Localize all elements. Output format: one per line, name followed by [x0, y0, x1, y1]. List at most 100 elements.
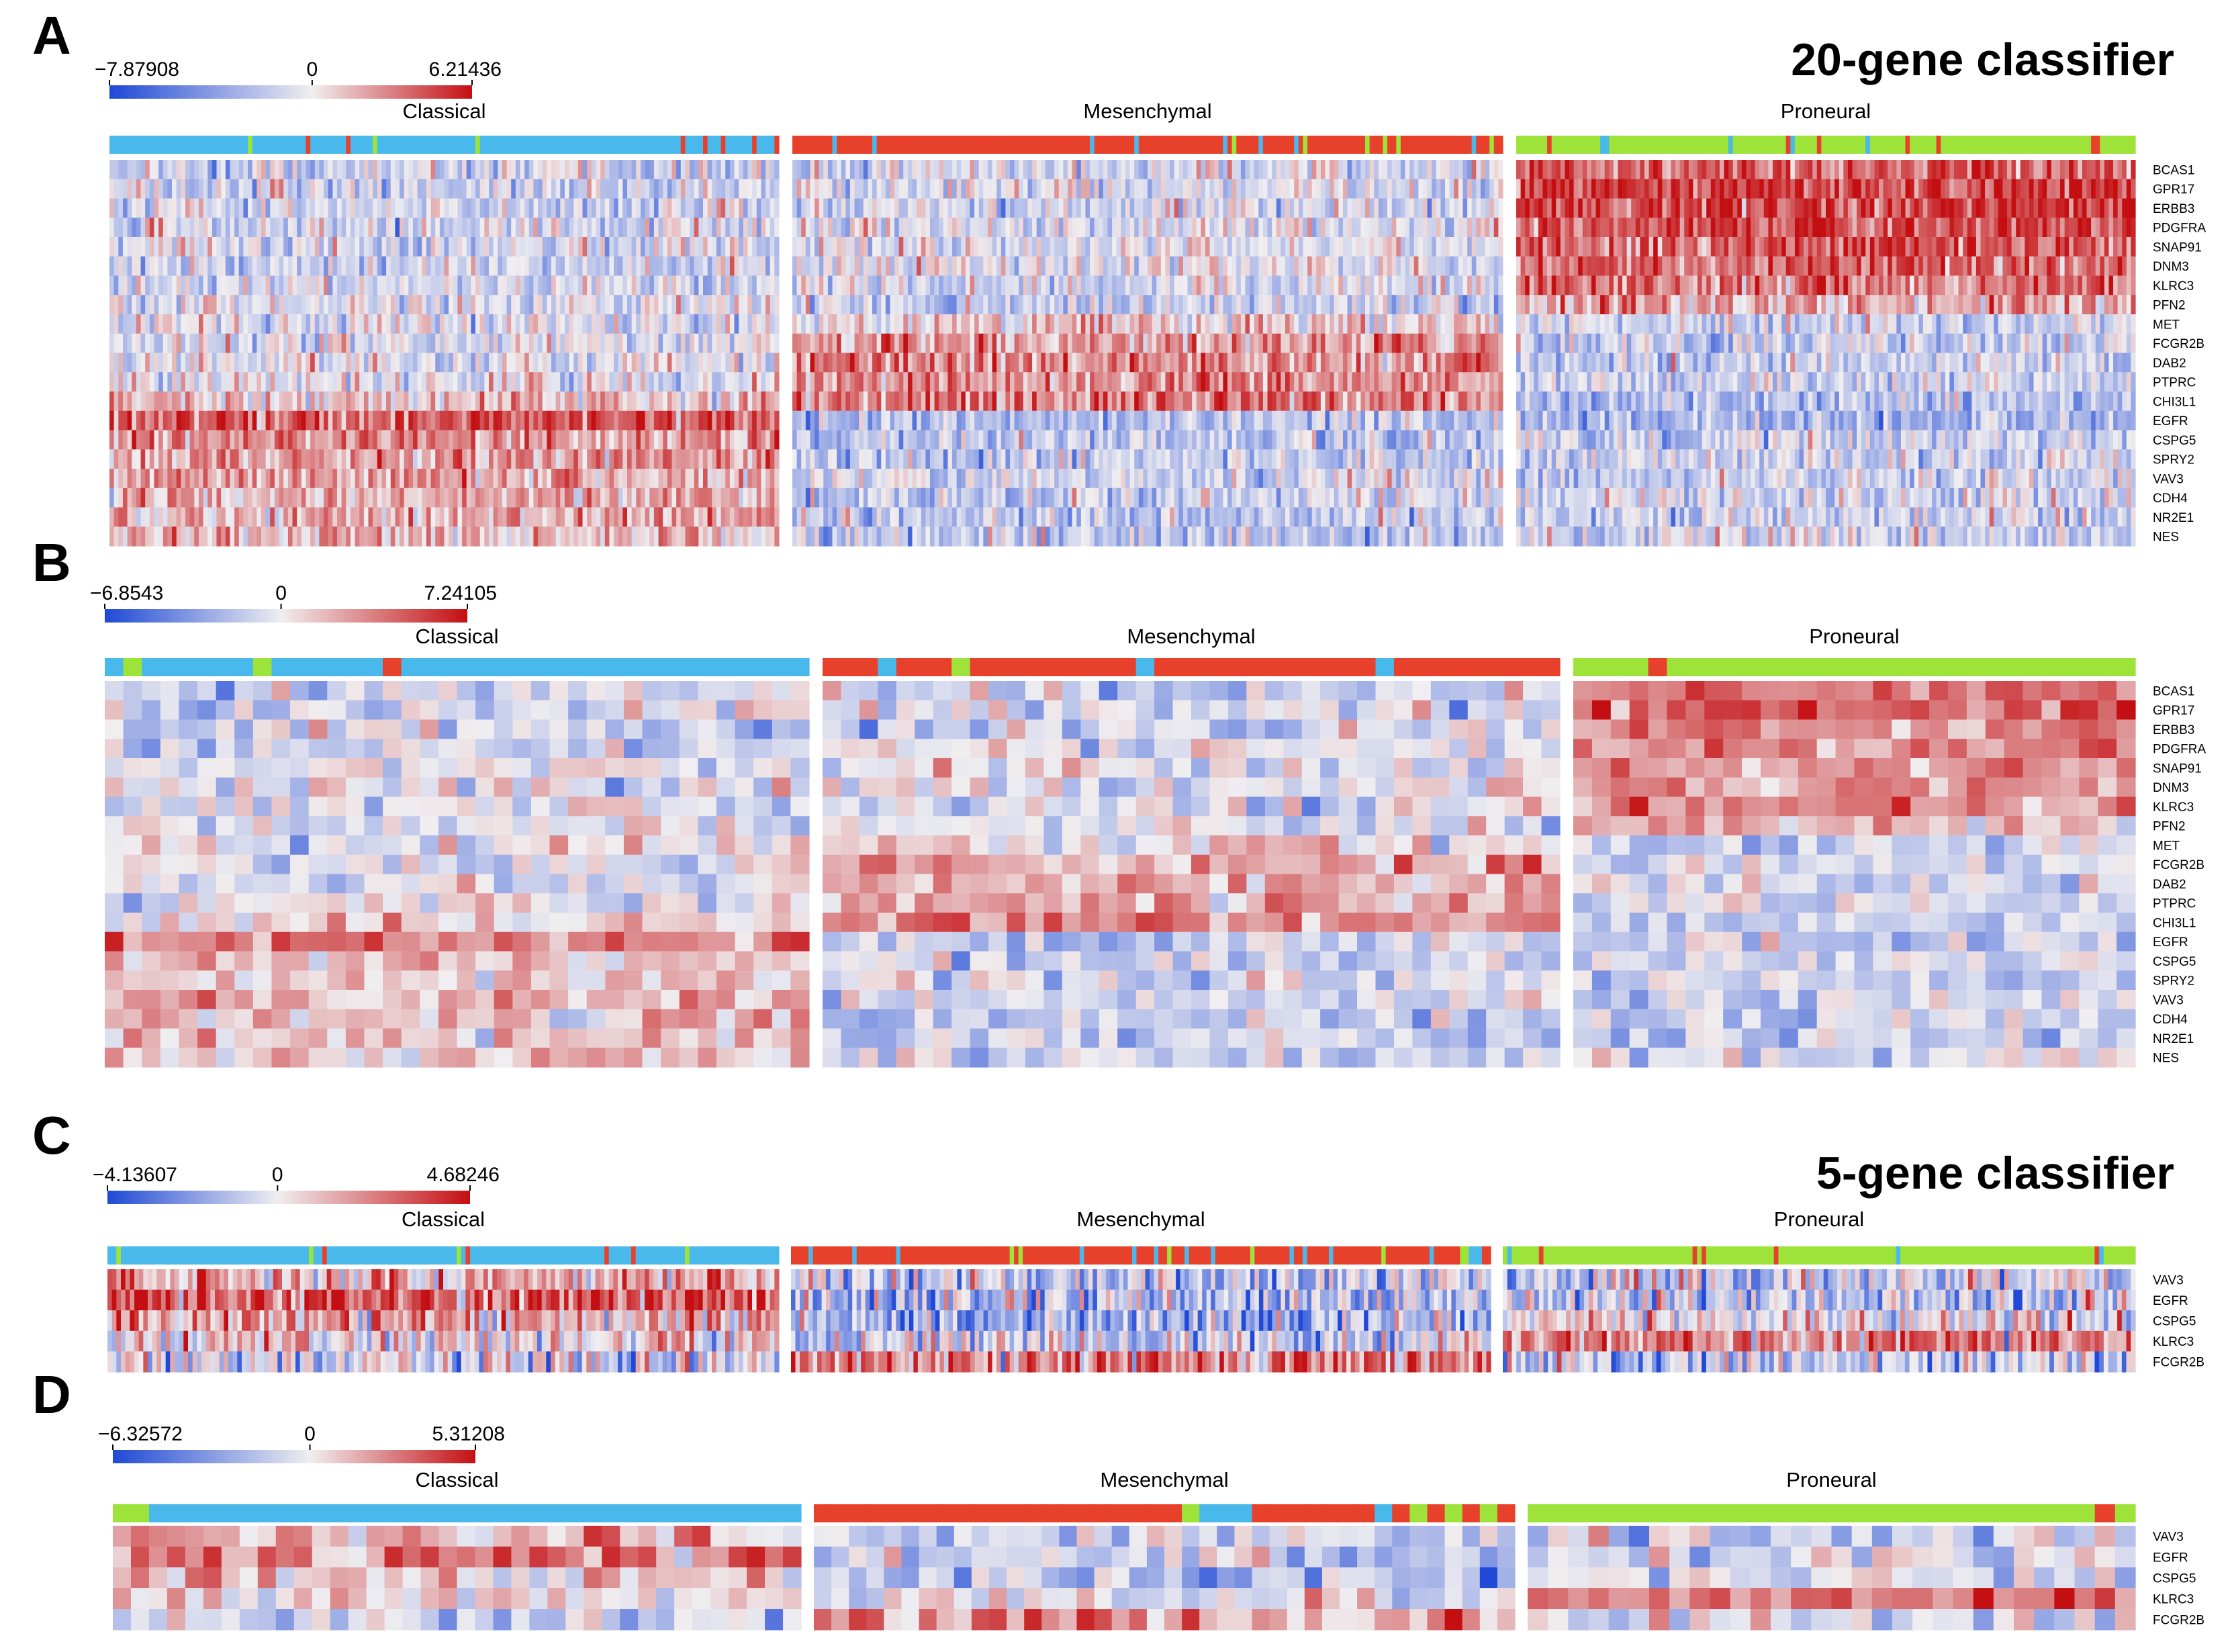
heatmap-cell [444, 353, 449, 373]
heatmap-cell [136, 410, 142, 431]
heatmap-cell [703, 179, 708, 199]
heatmap-cell [538, 353, 543, 373]
heatmap-cell [952, 295, 958, 315]
heatmap-cell [194, 430, 199, 450]
heatmap-cell [306, 392, 311, 412]
heatmap-cell [132, 353, 137, 373]
heatmap-cell [978, 256, 984, 277]
heatmap-cell [132, 237, 137, 257]
heatmap-cell [332, 392, 338, 412]
heatmap-cell [328, 526, 333, 547]
heatmap-cell [845, 295, 851, 315]
heatmap-cell [832, 314, 837, 334]
heatmap-cell [243, 218, 248, 238]
heatmap-cell [341, 160, 346, 180]
heatmap-cell [520, 430, 525, 450]
heatmap-cell [890, 237, 895, 257]
heatmap-cell [1383, 237, 1388, 257]
heatmap-cell [956, 314, 962, 334]
heatmap-cell [158, 333, 164, 354]
heatmap-cell [1383, 179, 1388, 199]
heatmap-cell [475, 295, 481, 315]
heatmap-cell [551, 314, 557, 334]
heatmap-cell [390, 198, 396, 218]
heatmap-cell [252, 488, 257, 508]
heatmap-cell [221, 333, 226, 354]
heatmap-cell [355, 333, 360, 354]
heatmap-cell [292, 430, 297, 450]
heatmap-cell [1311, 333, 1317, 354]
heatmap-cell [328, 237, 333, 257]
heatmap-cell [238, 449, 244, 469]
annotation-cell [1001, 136, 1006, 154]
heatmap-cell [663, 198, 668, 218]
heatmap-cell [404, 449, 409, 469]
heatmap-cell [739, 275, 744, 295]
annotation-cell [716, 136, 722, 154]
heatmap-cell [600, 526, 606, 547]
heatmap-cell [1311, 179, 1317, 199]
heatmap-cell [720, 198, 726, 218]
heatmap-cell [542, 392, 547, 412]
heatmap-cell [1285, 256, 1291, 277]
heatmap-cell [158, 526, 164, 547]
heatmap-cell [1467, 179, 1473, 199]
heatmap-cell [903, 218, 909, 238]
heatmap-cell [1187, 275, 1193, 295]
annotation-cell [243, 136, 248, 154]
heatmap-cell [140, 237, 146, 257]
heatmap-cell [1201, 314, 1206, 334]
heatmap-cell [430, 430, 436, 450]
heatmap-cell [676, 430, 682, 450]
heatmap-cell [992, 295, 997, 315]
heatmap-cell [368, 372, 373, 392]
heatmap-cell [1103, 179, 1109, 199]
heatmap-cell [189, 218, 195, 238]
heatmap-cell [207, 392, 213, 412]
heatmap-cell [614, 410, 619, 431]
heatmap-cell [368, 314, 373, 334]
heatmap-cell [569, 488, 574, 508]
annotation-cell [925, 136, 931, 154]
heatmap-cell [189, 430, 195, 450]
heatmap-cell [350, 256, 356, 277]
heatmap-cell [377, 218, 383, 238]
heatmap-cell [212, 410, 218, 431]
heatmap-cell [720, 256, 726, 277]
heatmap-cell [502, 295, 508, 315]
heatmap-cell [560, 353, 565, 373]
heatmap-cell [1054, 333, 1060, 354]
heatmap-cell [1218, 295, 1224, 315]
heatmap-cell [801, 218, 806, 238]
heatmap-cell [805, 160, 811, 180]
heatmap-cell [1440, 160, 1446, 180]
heatmap-cell [287, 410, 293, 431]
heatmap-cell [1418, 198, 1424, 218]
heatmap-cell [739, 449, 744, 469]
heatmap-cell [1240, 218, 1246, 238]
heatmap-cell [430, 314, 436, 334]
heatmap-cell [346, 526, 351, 547]
heatmap-cell [439, 449, 445, 469]
heatmap-cell [1019, 333, 1024, 354]
annotation-cell [845, 136, 851, 154]
heatmap-cell [676, 449, 682, 469]
heatmap-cell [412, 198, 418, 218]
heatmap-cell [690, 430, 695, 450]
heatmap-cell [729, 160, 735, 180]
heatmap-cell [395, 488, 400, 508]
heatmap-cell [671, 488, 677, 508]
heatmap-cell [506, 449, 512, 469]
heatmap-cell [965, 333, 971, 354]
heatmap-cell [815, 160, 820, 180]
heatmap-cell [854, 237, 859, 257]
heatmap-cell [761, 392, 766, 412]
heatmap-cell [238, 372, 244, 392]
heatmap-cell [569, 256, 574, 277]
heatmap-cell [154, 198, 159, 218]
heatmap-cell [528, 179, 534, 199]
heatmap-cell [1352, 179, 1357, 199]
heatmap-cell [1369, 256, 1375, 277]
heatmap-cell [493, 256, 498, 277]
heatmap-cell [225, 275, 231, 295]
